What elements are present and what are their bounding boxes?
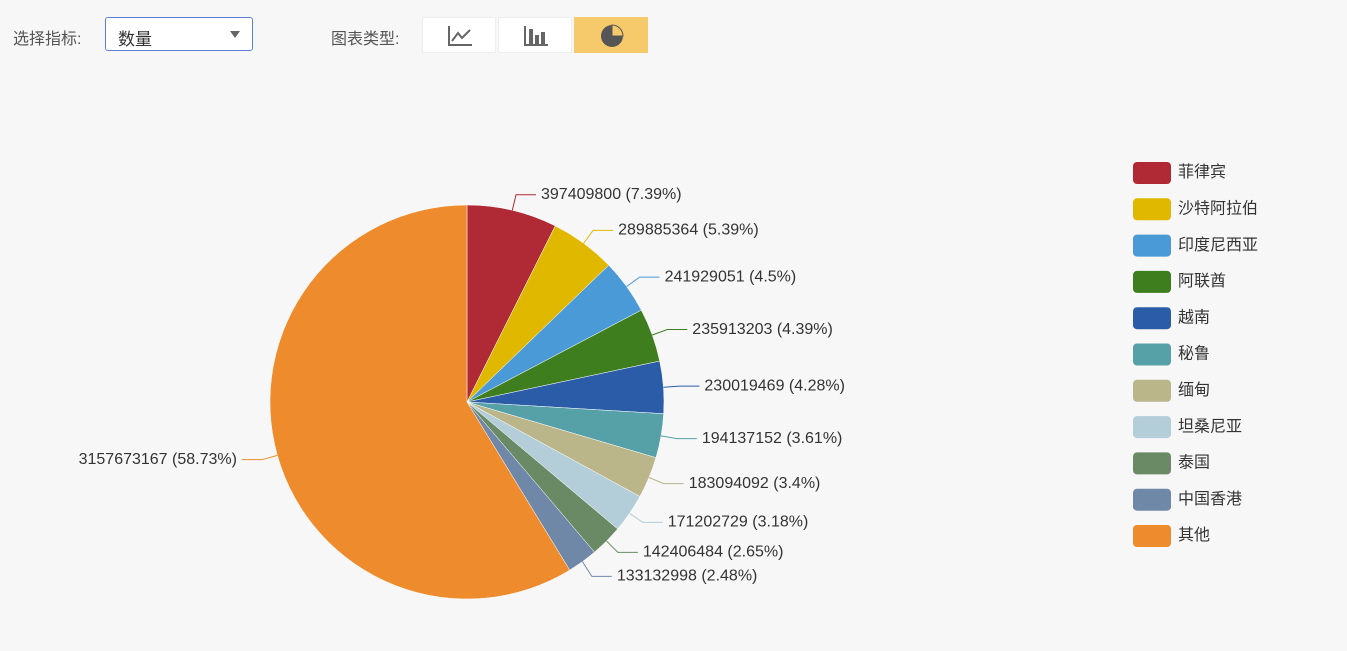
value-label: 235913203 (4.39%) (692, 321, 833, 338)
legend-swatch (1133, 198, 1171, 221)
legend-label: 印度尼西亚 (1178, 236, 1258, 254)
leader-line (629, 512, 663, 523)
legend-label: 越南 (1178, 308, 1210, 326)
leader-line (648, 477, 684, 485)
pie-icon (601, 24, 624, 47)
pie-slice (269, 204, 571, 600)
legend-label: 其他 (1178, 526, 1210, 544)
legend-label: 秘鲁 (1178, 345, 1210, 363)
bar-chart-button[interactable] (498, 17, 572, 53)
legend-swatch (1133, 416, 1171, 439)
legend-swatch (1133, 307, 1171, 330)
legend-swatch (1133, 234, 1171, 257)
indicator-value: 数量 (118, 30, 152, 49)
value-label: 142406484 (2.65%) (643, 544, 784, 561)
leader-line (663, 385, 700, 388)
line-icon (448, 26, 472, 46)
leader-line (652, 329, 688, 336)
leader-line (583, 229, 614, 244)
legend-label: 泰国 (1178, 454, 1210, 472)
value-label: 397409800 (7.39%) (541, 186, 682, 203)
value-label: 194137152 (3.61%) (702, 430, 843, 447)
legend-label: 菲律宾 (1178, 163, 1226, 181)
legend-swatch (1133, 488, 1171, 511)
legend-swatch (1133, 379, 1171, 402)
legend-label: 沙特阿拉伯 (1178, 200, 1258, 218)
legend-swatch (1133, 452, 1171, 475)
chart-type-label: 图表类型: (331, 31, 400, 48)
leader-line (582, 561, 612, 577)
legend-swatch (1133, 270, 1171, 293)
leader-line (606, 540, 638, 553)
legend-swatch (1133, 525, 1171, 547)
leader-line (626, 276, 660, 287)
value-label: 230019469 (4.28%) (704, 377, 845, 394)
legend-swatch (1133, 343, 1171, 366)
leader-line (241, 454, 278, 461)
indicator-select[interactable]: 数量 (105, 17, 253, 51)
value-label: 289885364 (5.39%) (618, 222, 759, 239)
value-label: 171202729 (3.18%) (668, 514, 809, 531)
value-label: 133132998 (2.48%) (617, 568, 758, 585)
legend-label: 坦桑尼亚 (1178, 417, 1242, 435)
legend-label: 缅甸 (1178, 381, 1210, 399)
indicator-label: 选择指标: (13, 31, 82, 48)
leader-line (660, 435, 697, 440)
dropdown-arrow (230, 31, 240, 38)
value-label: 3157673167 (58.73%) (79, 451, 237, 468)
value-label: 241929051 (4.5%) (665, 268, 797, 285)
value-label: 183094092 (3.4%) (689, 475, 821, 492)
line-chart-button[interactable] (422, 17, 496, 53)
leader-line (511, 194, 537, 211)
bar-icon (524, 26, 548, 46)
legend-label: 阿联酋 (1178, 272, 1226, 290)
pie-chart-button[interactable] (574, 17, 648, 53)
legend-swatch (1133, 162, 1171, 184)
legend-label: 中国香港 (1178, 490, 1242, 508)
